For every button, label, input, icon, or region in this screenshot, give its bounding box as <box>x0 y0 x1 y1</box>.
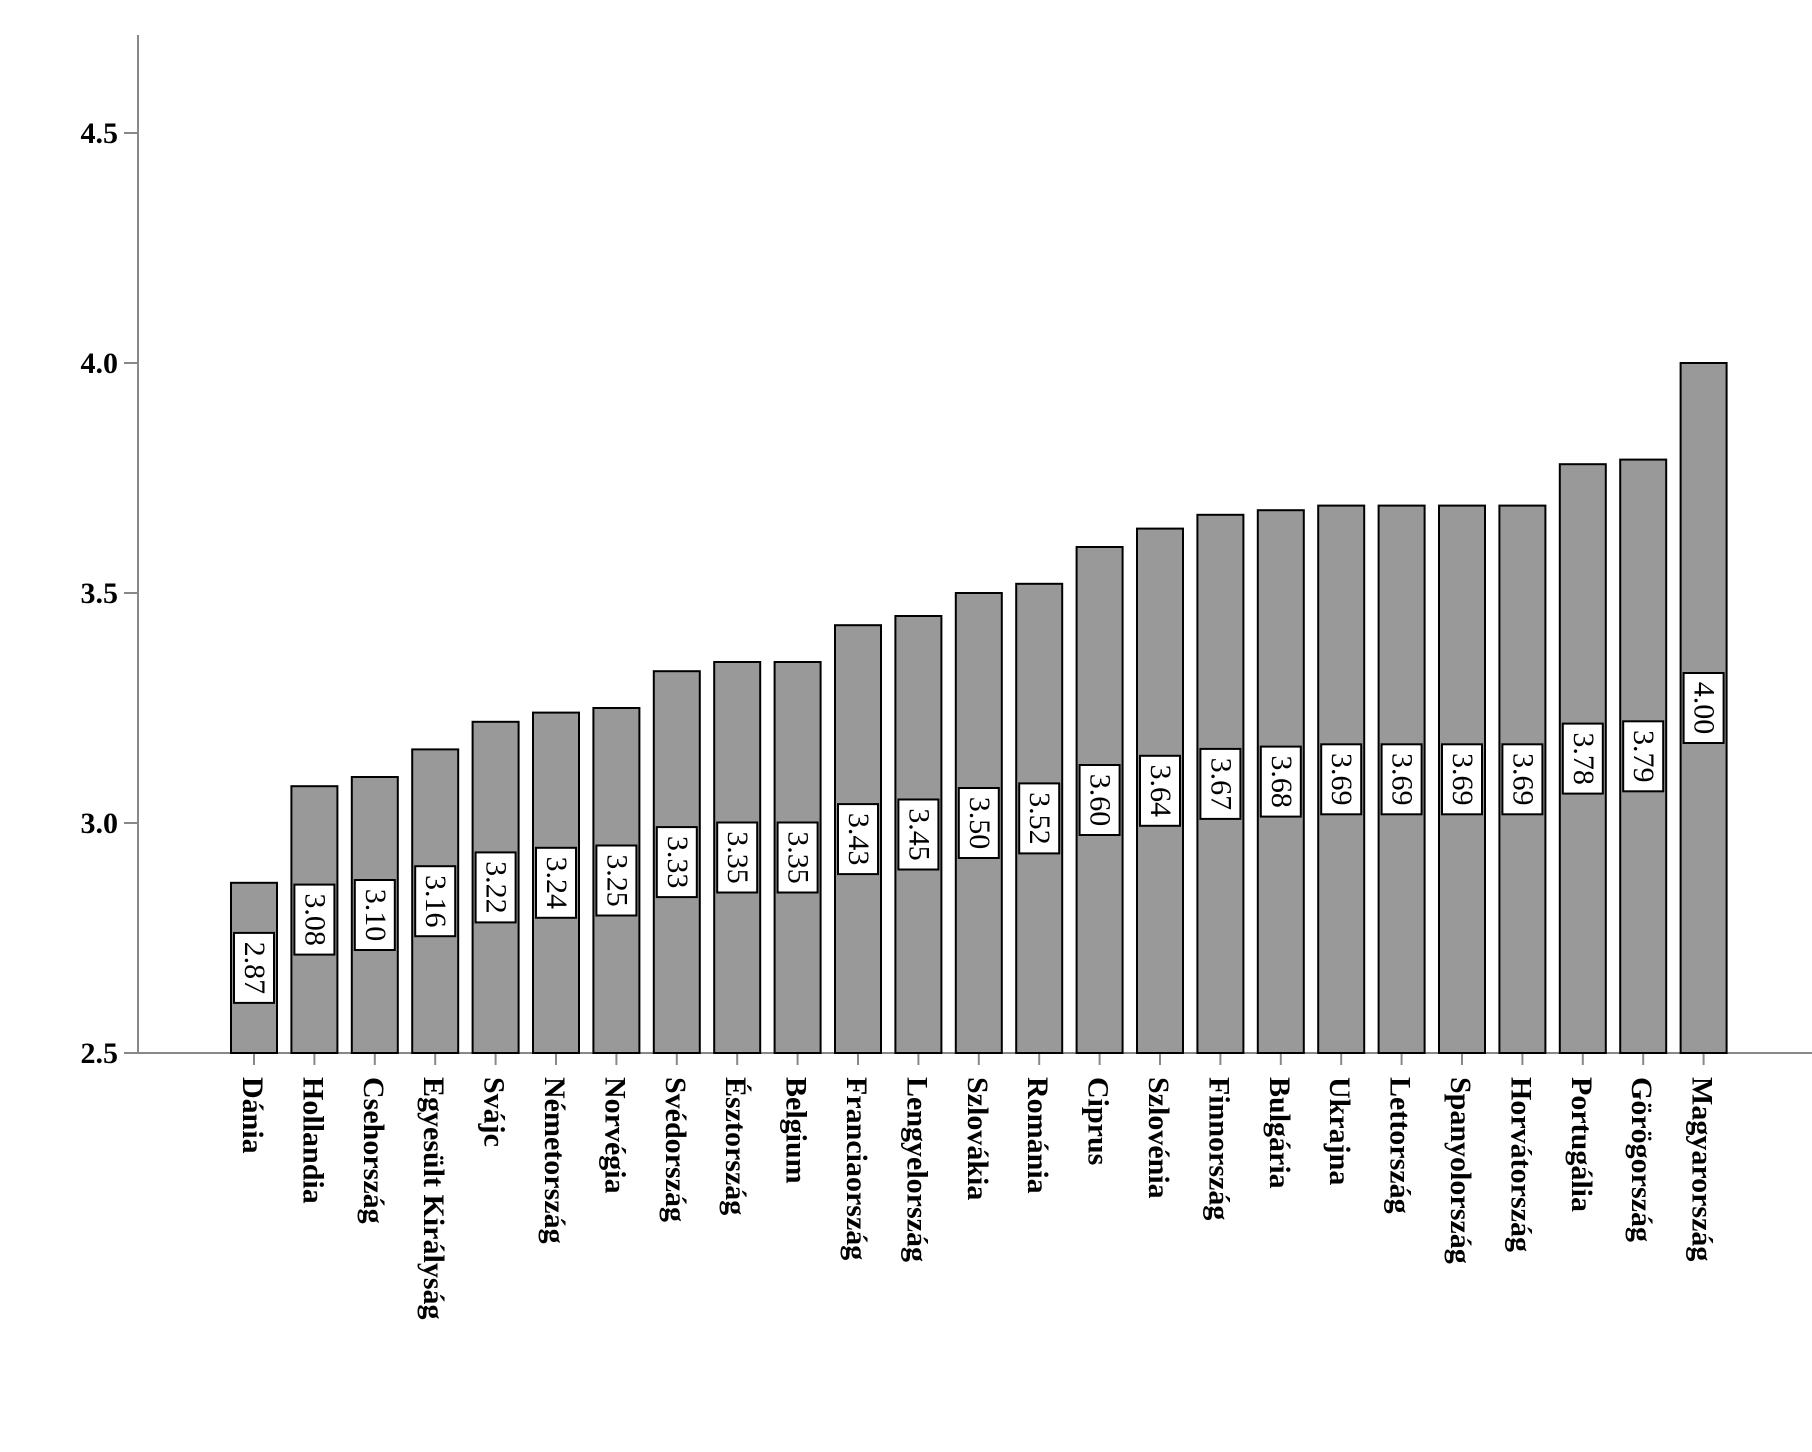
value-label-box <box>1501 743 1544 816</box>
value-label-box <box>1139 754 1181 827</box>
value-label-box <box>1380 743 1423 816</box>
value-labels-group: 2.87 3.08 3.10 3.16 3.22 3.24 3.25 3.33 3.35 3.35… <box>233 672 1725 1004</box>
value-label-box <box>353 879 396 951</box>
value-label-box <box>837 803 879 876</box>
value-label: 3.68 <box>1265 755 1298 808</box>
value-label: 3.69 <box>1506 753 1539 806</box>
value-label: 3.45 <box>902 808 935 861</box>
category-label: Csehország <box>357 1077 390 1224</box>
y-tick-label: 2.5 <box>81 1037 119 1070</box>
bars-group <box>230 362 1728 1055</box>
category-label: Görögország <box>1625 1077 1658 1242</box>
value-label-box <box>1018 782 1061 855</box>
category-label: Egyesült Királyság <box>417 1077 450 1320</box>
value-label: 3.78 <box>1567 732 1600 785</box>
y-tick-label: 3.0 <box>81 807 119 840</box>
category-label: Svájc <box>478 1077 511 1147</box>
y-tick-label: 4.5 <box>81 117 119 150</box>
category-label: Bulgária <box>1263 1077 1296 1189</box>
y-tick-label: 3.5 <box>81 577 119 610</box>
value-label: 3.10 <box>359 889 392 942</box>
value-label-box <box>1441 743 1483 816</box>
value-label-box <box>233 931 275 1004</box>
value-label: 3.64 <box>1144 765 1177 818</box>
category-label: Dánia <box>236 1077 269 1154</box>
value-label: 3.52 <box>1023 792 1056 845</box>
category-label: Svédország <box>659 1077 692 1222</box>
category-label: Belgium <box>780 1077 813 1184</box>
category-label: Norvégia <box>598 1077 631 1194</box>
category-label: Lettország <box>1384 1077 1417 1214</box>
category-label: Ciprus <box>1082 1077 1115 1165</box>
value-label-box <box>957 787 1000 859</box>
value-label-box <box>414 865 457 938</box>
value-label-box <box>1561 722 1604 795</box>
value-label: 3.33 <box>661 836 694 889</box>
value-label: 3.08 <box>298 893 331 946</box>
value-label-box <box>293 883 336 956</box>
value-label: 3.60 <box>1084 774 1117 827</box>
category-label: Németország <box>538 1077 571 1244</box>
category-label: Spanyolország <box>1444 1077 1477 1264</box>
value-label-box <box>1199 747 1242 820</box>
value-label-box <box>1320 743 1363 816</box>
value-label: 4.00 <box>1688 682 1721 735</box>
category-label: Észtország <box>719 1077 752 1215</box>
x-axis <box>138 1052 1812 1065</box>
category-label: Románia <box>1021 1077 1054 1194</box>
value-label: 3.24 <box>540 857 573 910</box>
category-labels-group: Dánia Hollandia Csehország Egyesült Királys… <box>236 1077 1719 1320</box>
value-label-box <box>897 798 940 871</box>
value-label-box <box>1682 672 1725 744</box>
category-label: Horvátország <box>1504 1077 1537 1252</box>
category-label: Finnország <box>1202 1077 1235 1220</box>
value-label-box <box>655 826 698 899</box>
value-label: 3.43 <box>842 813 875 866</box>
value-label: 2.87 <box>238 942 271 995</box>
value-label-box <box>535 846 577 919</box>
value-label: 3.35 <box>782 831 815 884</box>
value-label: 3.69 <box>1325 753 1358 806</box>
category-label: Ukrajna <box>1323 1077 1356 1185</box>
value-label: 3.25 <box>600 854 633 907</box>
y-axis: 2.5 3.0 3.5 4.0 4.5 <box>81 35 139 1070</box>
value-label: 3.16 <box>419 875 452 928</box>
value-label-box <box>474 851 517 924</box>
value-label: 3.69 <box>1446 753 1479 806</box>
value-label: 3.69 <box>1386 753 1419 806</box>
value-label-box <box>1078 764 1121 836</box>
category-label: Lengyelország <box>900 1077 933 1262</box>
value-label-box <box>595 844 638 917</box>
value-label: 3.79 <box>1627 730 1660 783</box>
value-label: 3.22 <box>480 861 513 914</box>
category-label: Hollandia <box>296 1077 329 1204</box>
category-label: Szlovénia <box>1142 1077 1175 1199</box>
y-tick-label: 4.0 <box>81 347 119 380</box>
category-label: Portugália <box>1565 1077 1598 1212</box>
value-label: 3.35 <box>721 831 754 884</box>
category-label: Magyarország <box>1686 1077 1719 1261</box>
value-label-box <box>1259 745 1302 818</box>
category-label: Franciaország <box>840 1077 873 1260</box>
value-label-box <box>1622 720 1665 793</box>
value-label: 3.50 <box>963 797 996 850</box>
value-label: 3.67 <box>1204 758 1237 811</box>
value-label-box <box>776 821 819 894</box>
value-label-box <box>716 821 759 894</box>
category-label: Szlovákia <box>961 1077 994 1200</box>
